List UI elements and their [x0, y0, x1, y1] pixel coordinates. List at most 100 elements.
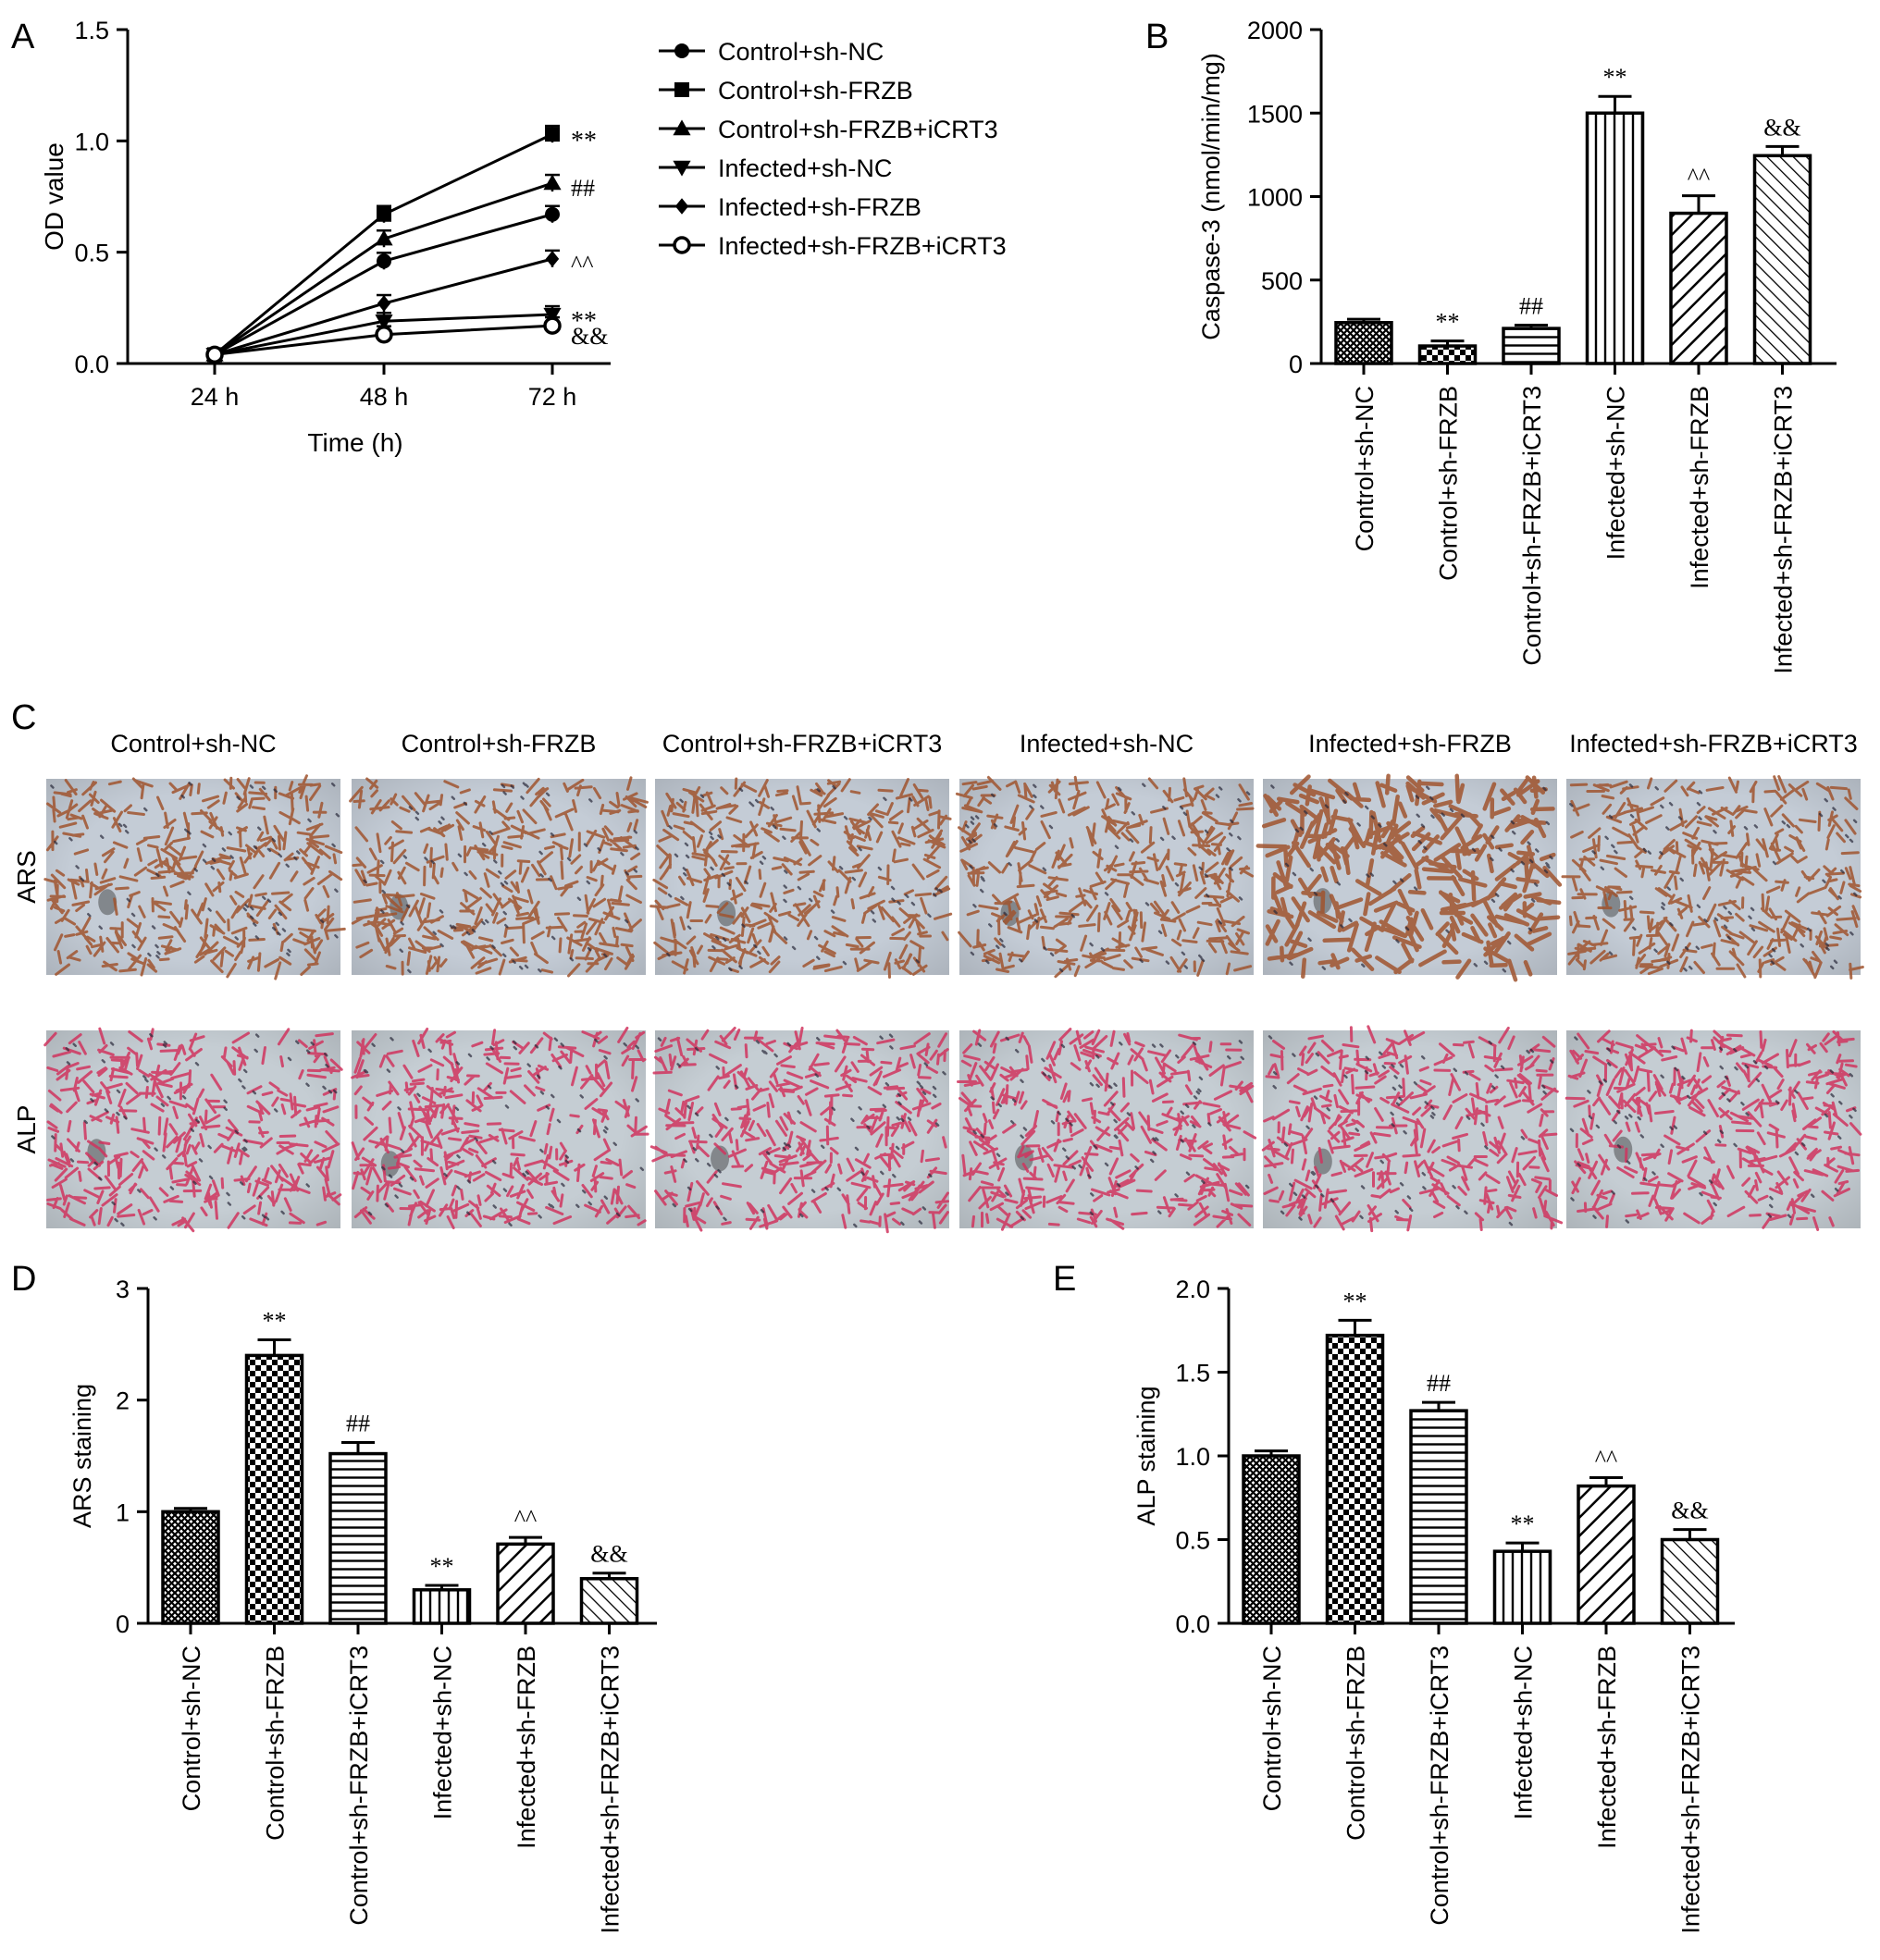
legend-label: Infected+sh-FRZB [718, 193, 921, 221]
stained-cells [649, 777, 953, 979]
ars-bar-chart: 0 1 2 3 ARS staining Control+sh-NC ** Control+s… [68, 1276, 657, 1934]
cell-nuclei [363, 782, 639, 974]
x-tick-label: Infected+sh-NC [429, 1646, 457, 1819]
cell-nuclei [1268, 1035, 1554, 1227]
caspase-bar-chart: 0 500 1000 1500 2000 Caspase-3 (nmol/min/mg) C… [1197, 17, 1837, 674]
series-4: ^^ [207, 249, 593, 364]
bar-group: && Infected+sh-FRZB+iCRT3 [579, 1541, 639, 1934]
series-1: ** [207, 124, 597, 363]
legend-marker [674, 43, 689, 58]
bar-group: ** Control+sh-FRZB [1325, 1288, 1385, 1841]
x-tick-label: Control+sh-FRZB+iCRT3 [345, 1646, 373, 1926]
stained-cells [649, 1026, 949, 1234]
x-tick-label: Infected+sh-FRZB+iCRT3 [1677, 1646, 1705, 1934]
column-label: Control+sh-NC [110, 730, 276, 758]
bar [1577, 1484, 1636, 1625]
micrograph-vignette [1566, 1030, 1861, 1228]
y-tick-label: 2.0 [1175, 1276, 1210, 1303]
y-tick-label: 0 [116, 1610, 130, 1638]
bar [1752, 154, 1812, 365]
legend-label: Control+sh-FRZB [718, 77, 913, 105]
x-tick-label: 24 h [191, 383, 240, 411]
row-label: ARS [12, 850, 41, 904]
micrograph-image [349, 776, 649, 978]
x-tick-label: Infected+sh-FRZB+iCRT3 [597, 1646, 625, 1934]
row-label: ALP [12, 1105, 41, 1154]
cell-nuclei [965, 783, 1251, 973]
bar-group: ** Infected+sh-NC [412, 1553, 472, 1819]
y-tick-label: 1.5 [74, 17, 109, 44]
significance-label: && [1763, 114, 1800, 141]
data-point [375, 325, 393, 344]
significance-label: ** [263, 1308, 287, 1335]
panel-label-d: D [11, 1260, 36, 1299]
bar [579, 1576, 639, 1625]
bar [1660, 1537, 1720, 1625]
stained-cells [1561, 775, 1864, 980]
y-tick-label: 1.5 [1175, 1360, 1210, 1387]
cell-nuclei [666, 784, 943, 972]
x-tick-label: Infected+sh-NC [1602, 386, 1630, 560]
x-tick-label: 48 h [360, 383, 409, 411]
cell-nuclei [51, 1032, 338, 1227]
data-point [545, 127, 560, 142]
micrograph-image [649, 1026, 949, 1234]
significance-label: ** [430, 1553, 454, 1580]
od-line-chart: 0.0 0.5 1.0 1.5 24 h 48 h 72 h Time (h) OD value… [40, 17, 611, 457]
y-tick-label: 1500 [1247, 100, 1303, 128]
x-tick-label: Infected+sh-FRZB+iCRT3 [1770, 386, 1798, 674]
cell-nuclei [1569, 1036, 1857, 1224]
bar [161, 1510, 220, 1625]
bar-group: ^^ Infected+sh-FRZB [1577, 1446, 1636, 1849]
cell-nuclei [363, 1037, 645, 1227]
x-tick-label: Control+sh-FRZB [1435, 386, 1463, 581]
cell-nuclei [972, 1036, 1250, 1221]
bar-group: && Infected+sh-FRZB+iCRT3 [1752, 114, 1812, 674]
x-tick-label: Control+sh-FRZB+iCRT3 [1426, 1646, 1453, 1926]
legend-label: Control+sh-NC [718, 38, 884, 66]
od-chart-legend: Control+sh-NC Control+sh-FRZB Control+sh-F… [659, 38, 1007, 260]
stained-cells [1565, 1029, 1862, 1231]
y-axis-title: Caspase-3 (nmol/min/mg) [1197, 53, 1225, 340]
cell-nuclei [1569, 783, 1858, 972]
x-tick-label: Control+sh-NC [178, 1646, 205, 1811]
column-label: Infected+sh-FRZB+iCRT3 [1569, 730, 1858, 758]
data-point [543, 307, 562, 324]
x-axis-title: Time (h) [307, 428, 402, 457]
micrograph-vignette [655, 1030, 949, 1228]
y-tick-label: 0.0 [74, 351, 109, 378]
x-tick-label: 72 h [528, 383, 577, 411]
significance-label: ** [571, 307, 597, 336]
significance-label: ^^ [1688, 164, 1710, 191]
stained-cells [1255, 773, 1563, 982]
x-tick-label: Infected+sh-FRZB [1593, 1646, 1621, 1849]
y-axis-title: ARS staining [68, 1384, 96, 1528]
stained-cells [1261, 1025, 1564, 1233]
micrograph-vignette [46, 1030, 340, 1228]
stained-cells [349, 776, 649, 978]
bar-group: ** Infected+sh-NC [1585, 64, 1645, 560]
data-point [375, 229, 393, 246]
significance-label: ** [571, 127, 597, 155]
stained-cells [43, 1027, 343, 1233]
bar [328, 1451, 388, 1625]
x-tick-label: Infected+sh-FRZB [513, 1646, 540, 1849]
y-tick-label: 0.5 [1175, 1527, 1210, 1555]
legend-label: Infected+sh-FRZB+iCRT3 [718, 232, 1007, 260]
x-tick-label: Control+sh-FRZB [1342, 1646, 1370, 1841]
micrograph-image [1561, 775, 1864, 980]
bar-group: ## Control+sh-FRZB+iCRT3 [1502, 292, 1561, 666]
x-tick-label: Control+sh-NC [1351, 386, 1379, 551]
y-tick-label: 500 [1261, 267, 1303, 295]
data-point [545, 206, 560, 222]
y-tick-label: 1.0 [1175, 1443, 1210, 1471]
bar-group: ^^ Infected+sh-FRZB [1669, 164, 1728, 589]
data-point [377, 295, 391, 312]
panel-label-a: A [11, 18, 35, 56]
significance-label: ^^ [571, 251, 593, 277]
bar-group: Control+sh-NC [1242, 1449, 1301, 1811]
significance-label: ## [346, 1411, 370, 1437]
legend-marker [674, 198, 689, 215]
alp-bar-chart: 0.0 0.5 1.0 1.5 2.0 ALP staining Control+sh-NC… [1132, 1276, 1735, 1934]
